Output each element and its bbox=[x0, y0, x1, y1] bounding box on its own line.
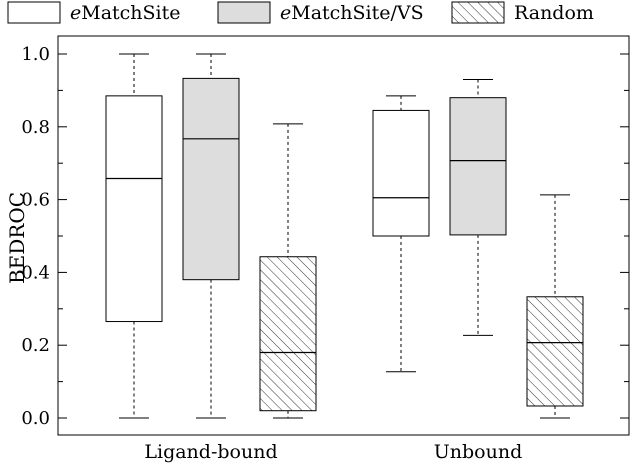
legend-label: eMatchSite/VS bbox=[280, 2, 424, 24]
x-category-label: Unbound bbox=[434, 441, 523, 463]
x-category-label: Ligand-bound bbox=[144, 441, 277, 463]
legend-swatch bbox=[217, 1, 271, 24]
y-tick-label: 0.2 bbox=[21, 335, 50, 356]
box-ematchsite-1 bbox=[372, 95, 430, 373]
box-ematchsite-vs-0 bbox=[182, 53, 240, 419]
iqr-box bbox=[526, 296, 584, 407]
y-tick-label: 1.0 bbox=[21, 44, 50, 65]
iqr-box bbox=[372, 109, 430, 237]
legend-label-italic: e bbox=[280, 2, 291, 24]
iqr-box bbox=[105, 95, 163, 323]
legend: eMatchSite eMatchSite/VS Random bbox=[7, 1, 594, 24]
box-random-1 bbox=[526, 194, 584, 419]
x-axis: Ligand-bound Unbound bbox=[144, 441, 522, 463]
y-tick-label: 0.4 bbox=[21, 262, 50, 283]
legend-swatch bbox=[7, 1, 61, 24]
y-tick-label: 0.0 bbox=[21, 408, 50, 429]
y-tick-label: 0.6 bbox=[21, 190, 50, 211]
legend-label: Random bbox=[514, 2, 594, 24]
legend-label-text: MatchSite/VS bbox=[291, 2, 423, 24]
legend-label-text: Random bbox=[514, 2, 594, 24]
legend-label: eMatchSite bbox=[70, 2, 181, 24]
legend-label-text: MatchSite bbox=[81, 2, 180, 24]
y-axis: 0.0 0.2 0.4 0.6 0.8 1.0 bbox=[21, 44, 629, 429]
box-random-0 bbox=[259, 123, 317, 419]
boxes-layer bbox=[105, 53, 584, 419]
iqr-box bbox=[182, 77, 240, 281]
box-ematchsite-vs-1 bbox=[449, 78, 507, 336]
y-axis-label: BEDROC bbox=[5, 192, 29, 284]
legend-swatch bbox=[451, 1, 505, 24]
box-ematchsite-0 bbox=[105, 53, 163, 419]
iqr-box bbox=[259, 256, 317, 412]
y-tick-label: 0.8 bbox=[21, 117, 50, 138]
iqr-box bbox=[449, 97, 507, 236]
legend-label-italic: e bbox=[70, 2, 81, 24]
